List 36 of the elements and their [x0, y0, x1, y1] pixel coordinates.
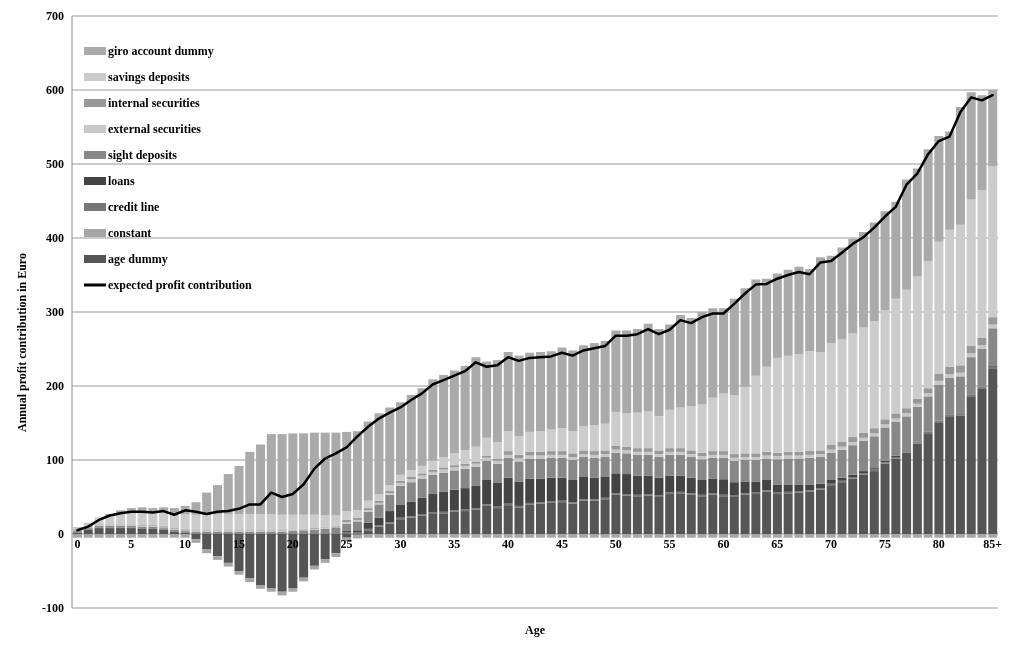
legend-label: internal securities — [108, 95, 200, 111]
legend-label: loans — [108, 173, 135, 189]
legend-label: giro account dummy — [108, 43, 214, 59]
x-tick-label: 5 — [128, 537, 135, 551]
x-tick-label: 70 — [825, 537, 838, 551]
y-tick-label: 600 — [46, 83, 64, 98]
legend-label: external securities — [108, 121, 201, 137]
legend-label: expected profit contribution — [108, 277, 252, 293]
legend-label: savings deposits — [108, 69, 190, 85]
legend-label: sight deposits — [108, 147, 178, 163]
x-tick-label: 45 — [555, 537, 568, 551]
x-tick-label: 85+ — [983, 537, 1003, 551]
x-tick-label: 60 — [717, 537, 730, 551]
x-tick-label: 0 — [74, 537, 81, 551]
y-tick-label: 200 — [46, 379, 64, 394]
legend-label: constant — [108, 225, 152, 241]
x-tick-label: 10 — [179, 537, 192, 551]
x-tick-label: 40 — [502, 537, 515, 551]
x-tick-label: 65 — [771, 537, 784, 551]
x-tick-label: 55 — [663, 537, 676, 551]
x-tick-label: 75 — [878, 537, 891, 551]
legend-label: age dummy — [108, 251, 168, 267]
x-tick-label: 25 — [340, 537, 353, 551]
legend-label: credit line — [108, 199, 160, 215]
y-tick-label: -100 — [42, 601, 64, 616]
x-axis-title: Age — [525, 623, 546, 637]
y-tick-label: 300 — [46, 305, 64, 320]
y-tick-label: 500 — [46, 157, 64, 172]
y-axis-title: Annual profit contribution in Euro — [15, 253, 30, 432]
y-tick-label: 100 — [46, 453, 64, 468]
x-tick-label: 80 — [932, 537, 945, 551]
x-tick-label: 35 — [448, 537, 461, 551]
y-tick-label: 400 — [46, 231, 64, 246]
x-tick-label: 30 — [394, 537, 407, 551]
x-tick-label: 50 — [609, 537, 622, 551]
y-tick-label: 700 — [46, 9, 64, 24]
